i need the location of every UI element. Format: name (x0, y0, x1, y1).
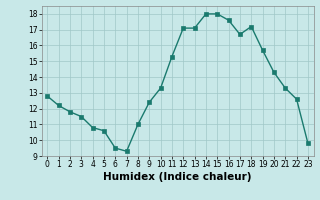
X-axis label: Humidex (Indice chaleur): Humidex (Indice chaleur) (103, 172, 252, 182)
